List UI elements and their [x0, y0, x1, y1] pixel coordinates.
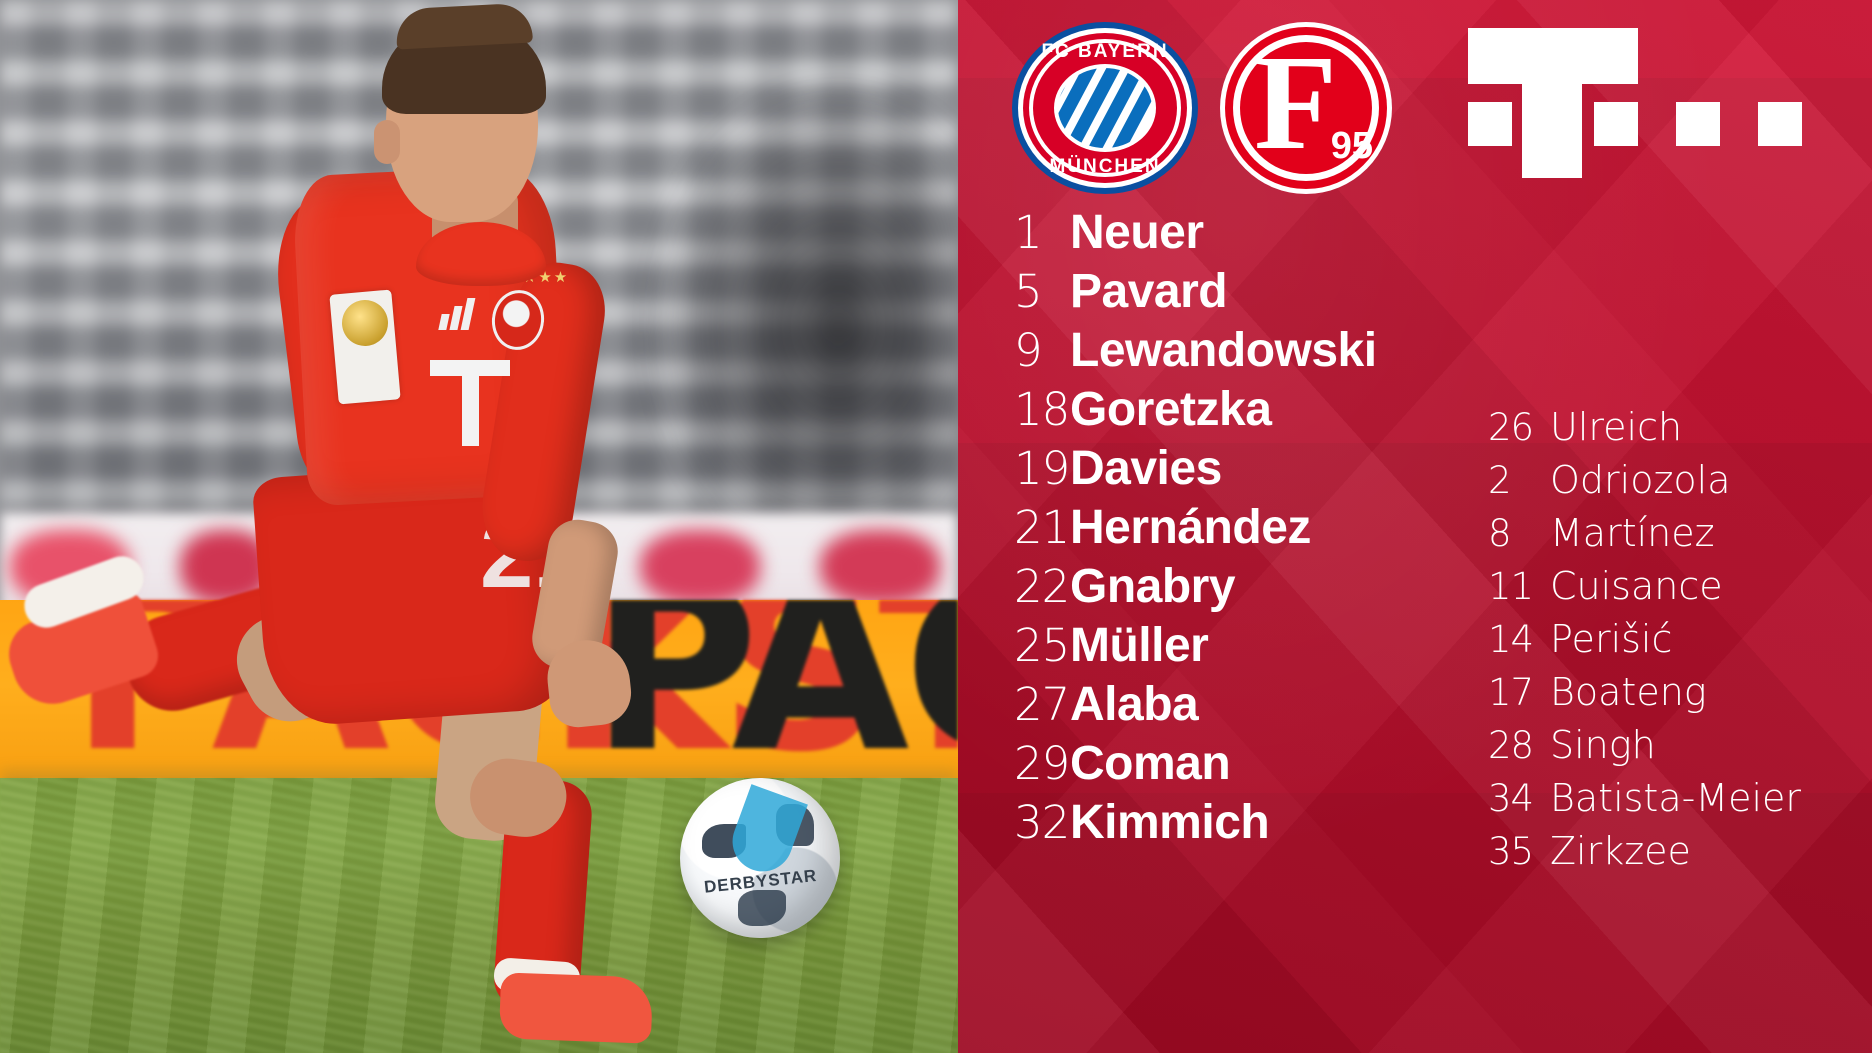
player-number: 35 — [1488, 830, 1534, 873]
player-name: Ulreich — [1550, 405, 1683, 449]
starting-xi-list: 1 Neuer 5 Pavard 9 Lewandowski 18 Goretzka 19 Dav… — [958, 205, 1518, 854]
player-name: Odriozola — [1550, 458, 1731, 502]
player-collar — [416, 222, 546, 286]
player-name: Batista-Meier — [1550, 776, 1802, 820]
substitute-row[interactable]: 35 Zirkzee — [1488, 829, 1872, 882]
player-number: 28 — [1488, 724, 1534, 767]
substitute-row[interactable]: 14 Perišić — [1488, 617, 1872, 670]
player-name: Lewandowski — [1070, 324, 1377, 377]
player-name: Zirkzee — [1550, 829, 1691, 873]
player-name: Martínez — [1550, 511, 1715, 555]
substitute-row[interactable]: 26 Ulreich — [1488, 405, 1872, 458]
starting-xi-row[interactable]: 27 Alaba — [958, 677, 1518, 736]
player-number: 29 — [1014, 737, 1070, 790]
bayern-lozenge-field — [1058, 68, 1152, 148]
substitute-row[interactable]: 11 Cuisance — [1488, 564, 1872, 617]
starting-xi-row[interactable]: 32 Kimmich — [958, 795, 1518, 854]
player-name: Kimmich — [1070, 796, 1270, 849]
starting-xi-row[interactable]: 22 Gnabry — [958, 559, 1518, 618]
player-ear — [374, 120, 400, 164]
logo-row: FC BAYERN MÜNCHEN F 95 — [958, 0, 1872, 198]
player-name: Davies — [1070, 442, 1222, 495]
telekom-logo-icon — [1458, 28, 1802, 178]
fc-bayern-muenchen-crest-icon: FC BAYERN MÜNCHEN — [1012, 22, 1198, 194]
player-number: 9 — [1014, 324, 1043, 377]
substitute-row[interactable]: 34 Batista-Meier — [1488, 776, 1872, 829]
player-name: Perišić — [1550, 617, 1673, 661]
player-number: 32 — [1014, 796, 1070, 849]
player-name: Alaba — [1070, 678, 1199, 731]
player-name: Goretzka — [1070, 383, 1272, 436]
player-number: 26 — [1488, 406, 1534, 449]
starting-xi-row[interactable]: 29 Coman — [958, 736, 1518, 795]
substitute-row[interactable]: 28 Singh — [1488, 723, 1872, 776]
bayern-crest-text-top: FC BAYERN — [1041, 41, 1169, 62]
starting-xi-row[interactable]: 19 Davies — [958, 441, 1518, 500]
fortuna-letter-f: F — [1254, 28, 1338, 178]
player-name: Hernández — [1070, 501, 1311, 554]
fortuna-year-95: 95 — [1330, 125, 1373, 167]
lineup-panel: FC BAYERN MÜNCHEN F 95 1 Neuer 5 Pavard 9 Lew… — [958, 0, 1872, 1053]
substitute-row[interactable]: 17 Boateng — [1488, 670, 1872, 723]
player-number: 1 — [1014, 206, 1043, 259]
stadium-shadow — [658, 90, 958, 520]
player-name: Gnabry — [1070, 560, 1236, 613]
starting-xi-row[interactable]: 9 Lewandowski — [958, 323, 1518, 382]
starting-xi-row[interactable]: 21 Hernández — [958, 500, 1518, 559]
player-number: 2 — [1488, 459, 1512, 502]
player-number: 14 — [1488, 618, 1534, 661]
player-number: 8 — [1488, 512, 1512, 555]
starting-xi-row[interactable]: 18 Goretzka — [958, 382, 1518, 441]
player-name: Neuer — [1070, 206, 1204, 259]
shirt-sponsor-telekom-icon — [430, 360, 510, 446]
player-number: 27 — [1014, 678, 1070, 731]
substitute-row[interactable]: 2 Odriozola — [1488, 458, 1872, 511]
fortuna-duesseldorf-crest-icon: F 95 — [1220, 22, 1392, 194]
player-number: 21 — [1014, 501, 1070, 554]
player-name: Coman — [1070, 737, 1231, 790]
substitute-row[interactable]: 8 Martínez — [1488, 511, 1872, 564]
substitutes-list: 26 Ulreich 2 Odriozola 8 Martínez 11 Cuisance 14… — [1488, 405, 1872, 882]
player-number: 5 — [1014, 265, 1043, 318]
starting-xi-row[interactable]: 25 Müller — [958, 618, 1518, 677]
bayern-crest-text-bottom: MÜNCHEN — [1049, 156, 1161, 177]
player-number: 22 — [1014, 560, 1070, 613]
player-number: 25 — [1014, 619, 1070, 672]
player-number: 11 — [1488, 565, 1534, 608]
player-name: Cuisance — [1550, 564, 1723, 608]
board-text-right: PACKST — [590, 600, 958, 788]
player-name: Müller — [1070, 619, 1209, 672]
player-right-boot — [498, 972, 654, 1044]
player-number: 19 — [1014, 442, 1070, 495]
player-number: 34 — [1488, 777, 1534, 820]
player-name: Boateng — [1550, 670, 1707, 714]
player-name: Singh — [1550, 723, 1656, 767]
player-name: Pavard — [1070, 265, 1228, 318]
starting-xi-row[interactable]: 1 Neuer — [958, 205, 1518, 264]
player-number: 17 — [1488, 671, 1534, 714]
starting-xi-row[interactable]: 5 Pavard — [958, 264, 1518, 323]
player-number: 18 — [1014, 383, 1070, 436]
adidas-logo-icon — [438, 298, 480, 330]
player-action-photo: PACKST PACKST 21 ★★★★★ — [0, 0, 958, 1053]
